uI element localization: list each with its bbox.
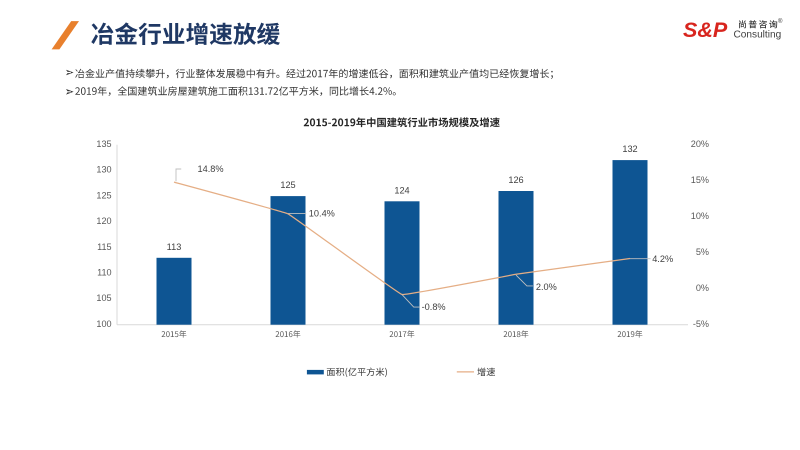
svg-text:0%: 0% bbox=[696, 283, 709, 293]
svg-text:Consulting: Consulting bbox=[734, 30, 782, 41]
svg-text:2.0%: 2.0% bbox=[536, 282, 557, 292]
svg-text:120: 120 bbox=[96, 216, 111, 226]
svg-text:126: 126 bbox=[508, 175, 523, 185]
svg-text:130: 130 bbox=[96, 165, 111, 175]
svg-text:10.4%: 10.4% bbox=[309, 208, 335, 218]
svg-text:-0.8%: -0.8% bbox=[422, 302, 446, 312]
svg-text:110: 110 bbox=[97, 267, 112, 277]
svg-text:20%: 20% bbox=[691, 139, 709, 149]
svg-text:125: 125 bbox=[96, 190, 111, 200]
svg-text:124: 124 bbox=[394, 185, 409, 195]
svg-text:125: 125 bbox=[280, 180, 295, 190]
svg-text:®: ® bbox=[778, 18, 783, 25]
svg-text:105: 105 bbox=[96, 293, 111, 303]
svg-text:4.2%: 4.2% bbox=[652, 254, 673, 264]
svg-text:100: 100 bbox=[96, 319, 111, 329]
svg-text:14.8%: 14.8% bbox=[198, 164, 224, 174]
svg-text:132: 132 bbox=[622, 144, 637, 154]
svg-text:113: 113 bbox=[167, 242, 182, 252]
svg-text:-5%: -5% bbox=[693, 319, 709, 329]
svg-text:5%: 5% bbox=[696, 247, 709, 257]
svg-text:15%: 15% bbox=[691, 175, 709, 185]
svg-text:135: 135 bbox=[96, 139, 111, 149]
svg-text:10%: 10% bbox=[691, 211, 709, 221]
svg-text:S&P: S&P bbox=[683, 18, 728, 42]
svg-text:115: 115 bbox=[97, 242, 112, 252]
